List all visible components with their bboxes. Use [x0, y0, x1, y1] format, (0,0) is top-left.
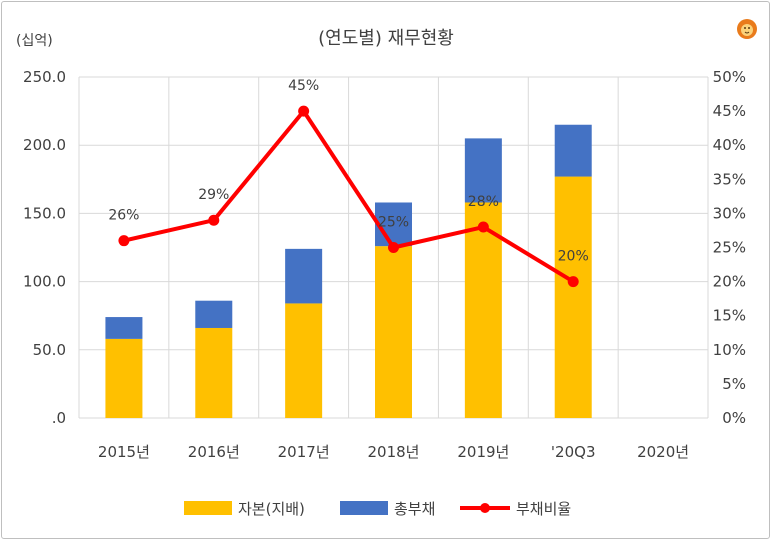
- y-right-tick-label: 50%: [713, 68, 746, 86]
- legend-swatch-liabilities: [340, 501, 388, 515]
- y-right-tick-label: 10%: [713, 341, 746, 359]
- y-right-tick-label: 35%: [713, 170, 746, 188]
- bars-layer: [105, 124, 592, 418]
- bar-liabilities: [464, 138, 502, 203]
- y-right-tick-label: 0%: [722, 409, 746, 427]
- y-left-tick-label: 100.0: [23, 273, 66, 291]
- bar-liabilities: [554, 124, 592, 177]
- data-label-debt-ratio: 29%: [198, 187, 229, 203]
- x-tick-label: 2015년: [98, 443, 150, 461]
- point-debt-ratio: [477, 221, 489, 233]
- point-debt-ratio: [298, 105, 310, 117]
- y-axis-right: 0% 5% 10% 15% 20% 25% 30% 35% 40% 45% 50%: [713, 68, 746, 427]
- point-debt-ratio: [567, 276, 579, 288]
- y-left-tick-label: 50.0: [33, 341, 66, 359]
- bar-equity: [105, 338, 143, 418]
- bar-liabilities: [195, 300, 233, 328]
- y-right-tick-label: 40%: [713, 136, 746, 154]
- bar-equity: [464, 202, 502, 418]
- legend-marker-debt-ratio: [480, 503, 490, 513]
- y-unit-label: (십억): [16, 33, 53, 49]
- data-label-debt-ratio: 45%: [288, 78, 319, 94]
- bar-equity: [375, 246, 412, 418]
- y-right-tick-label: 45%: [713, 102, 746, 120]
- x-tick-label: '20Q3: [551, 443, 596, 461]
- legend-label-debt-ratio: 부채비율: [516, 500, 571, 518]
- x-axis: 2015년 2016년 2017년 2018년 2019년 '20Q3 2020년: [98, 443, 689, 461]
- legend-label-liabilities: 총부채: [394, 500, 435, 518]
- y-right-tick-label: 20%: [713, 273, 746, 291]
- point-debt-ratio: [388, 242, 399, 253]
- x-tick-label: 2017년: [278, 443, 330, 461]
- legend-label-equity: 자본(지배): [238, 500, 305, 518]
- bar-liabilities: [285, 248, 323, 304]
- y-left-tick-label: .0: [52, 409, 66, 427]
- line-debt-ratio: [123, 109, 575, 284]
- line-layer: 26% 29% 45% 25% 28% 20%: [108, 78, 589, 288]
- legend-swatch-equity: [184, 501, 232, 515]
- x-tick-label: 2018년: [368, 443, 420, 461]
- y-left-tick-label: 150.0: [23, 204, 66, 222]
- point-debt-ratio: [208, 214, 220, 226]
- y-left-tick-label: 250.0: [23, 68, 66, 86]
- bar-equity: [285, 303, 323, 418]
- chart-title: (연도별) 재무현황: [318, 28, 454, 49]
- x-tick-label: 2019년: [457, 443, 509, 461]
- lion-face-icon: [737, 19, 757, 39]
- legend: 자본(지배) 총부채 부채비율: [184, 500, 571, 518]
- y-right-tick-label: 30%: [713, 204, 746, 222]
- y-left-tick-label: 200.0: [23, 136, 66, 154]
- y-right-tick-label: 15%: [713, 307, 746, 325]
- y-right-tick-label: 5%: [722, 375, 746, 393]
- data-label-debt-ratio: 20%: [558, 249, 589, 265]
- x-tick-label: 2020년: [637, 443, 689, 461]
- bar-liabilities: [375, 202, 412, 247]
- bar-equity: [554, 176, 592, 418]
- bar-liabilities: [105, 317, 143, 339]
- x-tick-label: 2016년: [188, 443, 240, 461]
- y-axis-left: .0 50.0 100.0 150.0 200.0 250.0: [23, 68, 66, 427]
- point-debt-ratio: [118, 235, 130, 247]
- bar-equity: [195, 327, 233, 418]
- data-label-debt-ratio: 26%: [108, 208, 139, 224]
- data-label-debt-ratio: 28%: [468, 194, 499, 210]
- y-right-tick-label: 25%: [713, 239, 746, 257]
- data-label-debt-ratio: 25%: [378, 215, 409, 231]
